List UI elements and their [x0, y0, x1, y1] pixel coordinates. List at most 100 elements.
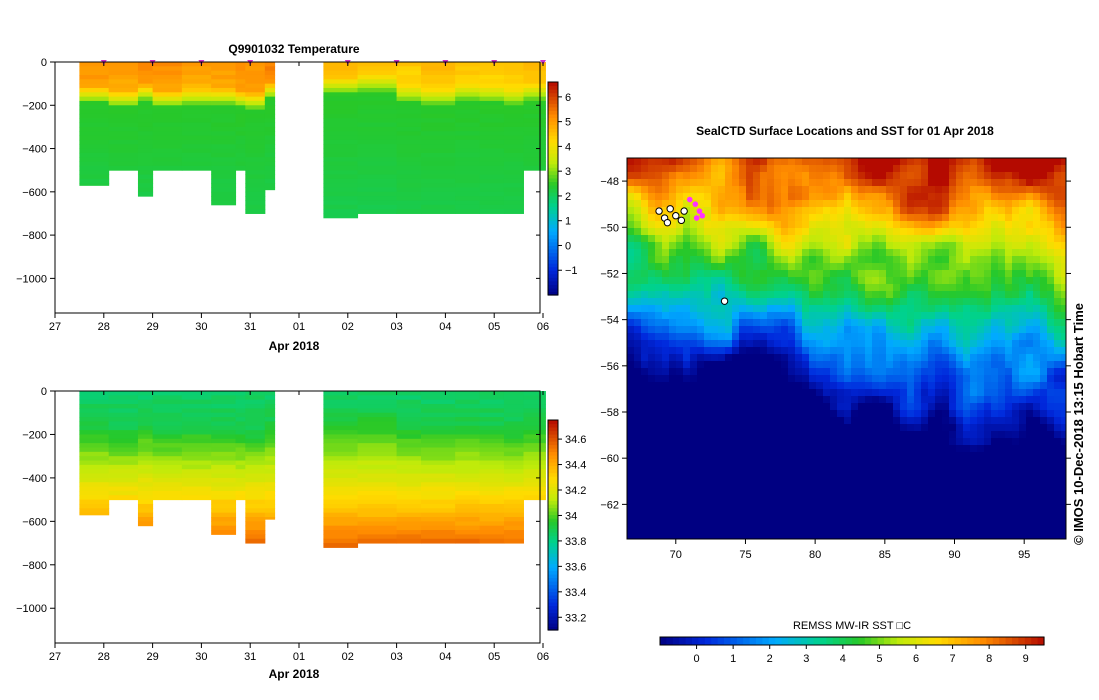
sst-cell [886, 277, 894, 285]
sst-cell [725, 494, 733, 502]
sst-cell [844, 193, 852, 201]
sst-cell [711, 270, 719, 278]
salinity-cell [211, 508, 237, 514]
sst-cell [732, 501, 740, 509]
sst-cell [851, 172, 859, 180]
sst-cell [1005, 515, 1013, 523]
temperature-cell [479, 135, 505, 141]
sst-cell [949, 403, 957, 411]
sst-cell [788, 347, 796, 355]
salinity-cell [421, 499, 456, 505]
sst-cell [844, 214, 852, 222]
sst-cell [907, 242, 915, 250]
sst-cell [725, 522, 733, 530]
sst-cell [648, 487, 656, 495]
sst-cell [970, 466, 978, 474]
sst-cell [900, 263, 908, 271]
sst-cell [802, 515, 810, 523]
sst-cell [809, 333, 817, 341]
temperature-cells [79, 62, 546, 219]
sst-cell [1026, 536, 1034, 539]
sst-cell [1047, 508, 1055, 516]
sst-cell [816, 298, 824, 306]
sst-cell [1040, 172, 1048, 180]
sst-cell [1026, 214, 1034, 222]
salinity-cell [181, 447, 212, 453]
sst-cell [767, 529, 775, 537]
x-tick-label: 05 [488, 651, 500, 663]
sst-cell [998, 522, 1006, 530]
sst-cell [1033, 438, 1041, 446]
colorbar-segment [548, 539, 558, 544]
sst-cell [753, 389, 761, 397]
sst-cell [662, 277, 670, 285]
sst-cell [746, 473, 754, 481]
sst-cell [823, 221, 831, 229]
sst-cell [767, 508, 775, 516]
sst-cell [760, 256, 768, 264]
colorbar-segment [548, 167, 558, 172]
sst-cell [914, 452, 922, 460]
salinity-cell [357, 530, 398, 535]
sst-cell [753, 396, 761, 404]
map-x-tick-label: 75 [739, 549, 751, 561]
sst-cell [872, 186, 880, 194]
sst-cell [858, 487, 866, 495]
sst-cell [893, 228, 901, 236]
temperature-cell [211, 178, 237, 184]
sst-cell [928, 291, 936, 299]
sst-cell [1019, 389, 1027, 397]
sst-cell [690, 333, 698, 341]
sst-cell [886, 312, 894, 320]
temperature-cell [503, 92, 524, 98]
sst-cell [774, 214, 782, 222]
sst-cell [627, 508, 635, 516]
sst-cell [830, 200, 838, 208]
sst-cell [655, 368, 663, 376]
sst-cell [1040, 207, 1048, 215]
sst-cell [1033, 256, 1041, 264]
sst-cell [1026, 207, 1034, 215]
salinity-cell [357, 395, 398, 401]
sst-cell [879, 172, 887, 180]
temperature-cell [211, 157, 237, 163]
sst-cell [823, 277, 831, 285]
salinity-cell [264, 417, 276, 422]
salinity-cell [245, 391, 266, 396]
sst-cell [655, 466, 663, 474]
sst-cell [886, 522, 894, 530]
sst-cell [851, 452, 859, 460]
sst-cell [921, 438, 929, 446]
sst-cell [697, 431, 705, 439]
sst-cell [963, 410, 971, 418]
sst-cell [998, 179, 1006, 187]
sst-cell [949, 165, 957, 173]
sst-cell [1019, 536, 1027, 539]
sst-cell [662, 207, 670, 215]
sst-cell [662, 536, 670, 539]
sst-cell [865, 165, 873, 173]
colorbar-segment [935, 637, 943, 645]
sst-cell [1033, 515, 1041, 523]
sst-cell [711, 424, 719, 432]
sst-cell [886, 333, 894, 341]
sst-cell [1005, 487, 1013, 495]
sst-cell [942, 235, 950, 243]
temperature-cell [523, 100, 546, 106]
salinity-cell [245, 534, 266, 540]
salinity-cell [323, 417, 359, 422]
salinity-cell [455, 508, 481, 514]
sst-cell [1033, 368, 1041, 376]
sst-cell [802, 326, 810, 334]
sst-cell [1033, 235, 1041, 243]
sst-cell [697, 298, 705, 306]
sst-cell [914, 326, 922, 334]
sst-cell [655, 179, 663, 187]
temperature-cell [108, 113, 139, 119]
sst-cell [837, 200, 845, 208]
sst-cell [998, 277, 1006, 285]
sst-cell [788, 214, 796, 222]
sst-cell [795, 207, 803, 215]
temperature-cell [479, 83, 505, 89]
salinity-cell [245, 521, 266, 527]
